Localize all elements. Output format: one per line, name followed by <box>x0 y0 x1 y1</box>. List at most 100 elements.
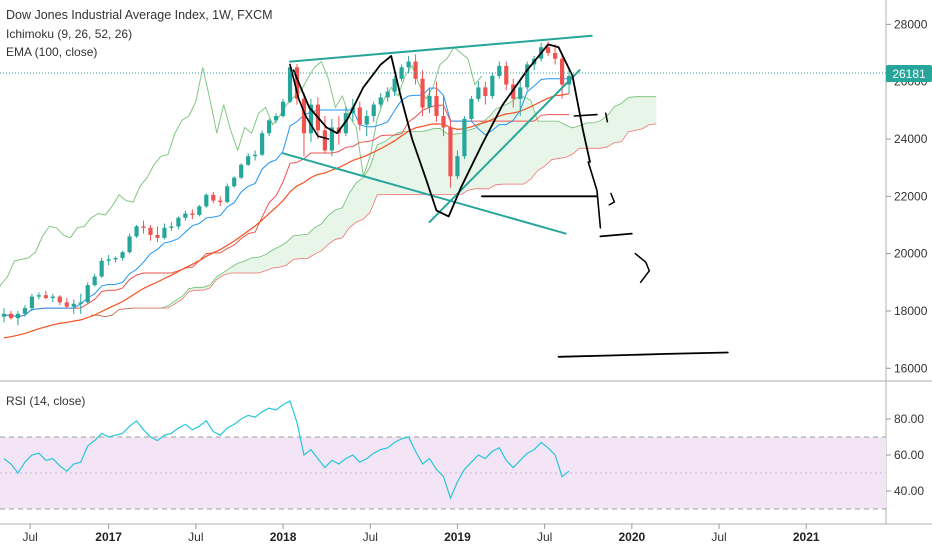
candle-body <box>441 116 446 128</box>
price-badge-value: 26181 <box>892 67 926 81</box>
ichimoku-span-b <box>91 123 657 318</box>
candle-body <box>294 67 300 99</box>
candle-body <box>301 98 307 134</box>
candle-body <box>322 130 327 151</box>
pen-target-3 <box>599 232 633 238</box>
time-tick-label: 2018 <box>270 530 297 544</box>
time-tick-label: 2017 <box>95 530 122 544</box>
pen-path-pattern <box>292 43 591 218</box>
candle-body <box>260 133 265 155</box>
candle-body <box>92 276 97 286</box>
candle-body <box>308 104 314 134</box>
candle-body <box>280 101 286 117</box>
candle-body <box>476 87 481 99</box>
candle-body <box>392 78 397 92</box>
candle-body <box>71 303 76 307</box>
candle-body <box>559 58 565 85</box>
legend-rsi[interactable]: RSI (14, close) <box>6 394 86 408</box>
rsi-tick-label: 60.00 <box>894 448 924 462</box>
time-tick-label: Jul <box>537 530 552 544</box>
candle-body <box>518 87 523 99</box>
candle-body <box>385 91 390 98</box>
candle-body <box>448 127 453 177</box>
candle-body <box>127 236 132 253</box>
candle-body <box>57 296 62 303</box>
candle-body <box>106 259 111 261</box>
candle-body <box>420 78 425 108</box>
candle-body <box>29 296 34 309</box>
ichimoku-cloud-fill <box>91 96 657 317</box>
legend-ema[interactable]: EMA (100, close) <box>6 45 98 59</box>
price-tick-label: 16000 <box>894 361 928 375</box>
candle-body <box>120 252 125 258</box>
price-tick-label: 28000 <box>894 17 928 31</box>
candle-body <box>190 213 195 215</box>
candle-body <box>197 206 202 215</box>
candle-body <box>455 156 460 177</box>
pen-path-down <box>587 161 602 229</box>
candle-body <box>64 302 69 307</box>
ichimoku-cloud <box>91 96 657 318</box>
time-tick-label: Jul <box>188 530 203 544</box>
rsi-line <box>3 400 570 500</box>
candle-body <box>162 227 167 238</box>
candle-body <box>50 296 55 299</box>
candle-body <box>483 87 488 96</box>
candle-body <box>148 227 153 235</box>
candle-body <box>504 65 509 85</box>
candle-body <box>183 213 188 218</box>
time-tick-label: Jul <box>711 530 726 544</box>
time-tick-label: Jul <box>363 530 378 544</box>
candle-body <box>406 61 411 68</box>
candle-body <box>371 104 376 117</box>
rsi-tick-label: 80.00 <box>894 412 924 426</box>
candle-body <box>232 177 237 187</box>
candle-body <box>239 164 244 178</box>
pen-target-4 <box>557 351 729 358</box>
pen-tick-1 <box>604 112 609 123</box>
candle-body <box>546 47 551 53</box>
candle-body <box>204 194 209 207</box>
trendline-upper <box>289 34 593 63</box>
rsi-tick-label: 40.00 <box>894 484 924 498</box>
candle-body <box>525 64 530 88</box>
candle-body <box>427 95 432 108</box>
candle-body <box>78 302 83 304</box>
price-tick-label: 22000 <box>894 189 928 203</box>
rsi-band-fill <box>0 437 886 509</box>
candle-body <box>434 95 439 117</box>
candle-body <box>43 295 48 299</box>
candle-body <box>169 226 174 228</box>
candle-body <box>497 65 502 76</box>
candle-body <box>15 313 21 319</box>
chart-title: Dow Jones Industrial Average Index, 1W, … <box>6 8 273 22</box>
ema-line <box>3 93 570 339</box>
rsi-pane: 40.00 60.00 80.00 <box>0 400 924 510</box>
candle-body <box>490 75 495 96</box>
user-drawings <box>282 34 729 358</box>
candle-body <box>399 67 404 79</box>
pen-path-left-leg <box>289 63 330 140</box>
candle-body <box>378 97 383 105</box>
candle-body <box>8 313 14 319</box>
pen-target-1 <box>573 113 598 117</box>
candle-body <box>211 194 216 201</box>
price-tick-label: 20000 <box>894 247 928 261</box>
candle-body <box>266 120 272 134</box>
candle-body <box>329 127 334 151</box>
candle-body <box>273 116 279 121</box>
time-tick-label: 2020 <box>618 530 645 544</box>
time-tick-label: 2019 <box>444 530 471 544</box>
ichimoku-span-a <box>91 96 657 318</box>
candle-body <box>155 234 160 238</box>
candle-body <box>134 226 139 237</box>
pen-hook-3 <box>634 252 651 284</box>
candle-body <box>99 260 104 277</box>
ichimoku-base-line <box>4 104 570 318</box>
candle-body <box>22 308 28 314</box>
legend-ichimoku[interactable]: Ichimoku (9, 26, 52, 26) <box>6 27 133 41</box>
candle-body <box>462 118 467 157</box>
time-tick-label: Jul <box>22 530 37 544</box>
time-tick-label: 2021 <box>793 530 820 544</box>
